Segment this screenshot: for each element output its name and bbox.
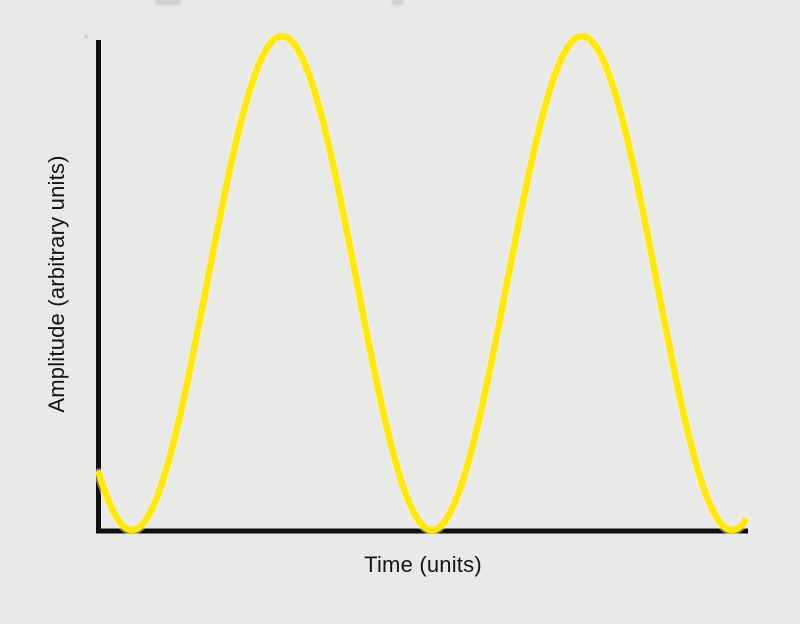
sine-curve-halo xyxy=(94,31,750,535)
artifact-smudge xyxy=(155,0,181,5)
x-axis-label: Time (units) xyxy=(364,552,482,577)
sine-curve xyxy=(95,32,749,534)
artifact-smudge xyxy=(392,0,403,5)
y-axis-label: Amplitude (arbitrary units) xyxy=(44,155,69,413)
artifact-dot xyxy=(84,35,88,38)
